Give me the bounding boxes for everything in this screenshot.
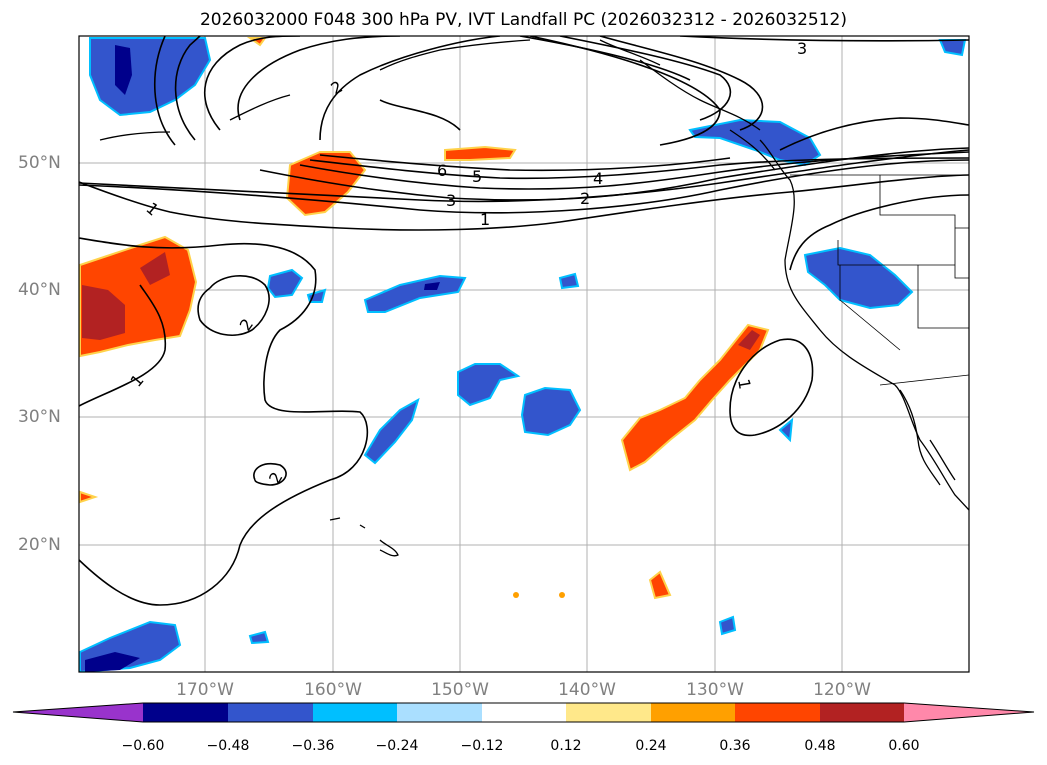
- contour-label: 1: [734, 377, 754, 390]
- colorbar-bin: [651, 703, 735, 722]
- contour-label: 1: [480, 210, 490, 229]
- lon-label: 140°W: [558, 680, 616, 700]
- colorbar-tick: 0.36: [719, 738, 751, 754]
- contour-label: 3: [797, 39, 807, 58]
- lat-label: 20°N: [18, 535, 61, 555]
- colorbar-bin: [566, 703, 651, 722]
- colorbar-bin: [735, 703, 820, 722]
- colorbar-extend-high: [904, 703, 1034, 722]
- contour-label: 3: [446, 191, 456, 210]
- colorbar-tick: −0.12: [460, 738, 504, 754]
- colorbar-bin: [143, 703, 228, 722]
- colorbar-bin: [482, 703, 566, 722]
- lat-label: 50°N: [18, 153, 61, 173]
- contour-label: 2: [236, 315, 257, 334]
- jet-contour-lines: [79, 36, 969, 606]
- colorbar-tick: −0.48: [206, 738, 250, 754]
- colorbar-extend-low: [13, 703, 143, 722]
- lon-label: 160°W: [304, 680, 362, 700]
- lon-label: 150°W: [431, 680, 489, 700]
- contour-label: 6: [437, 161, 447, 180]
- contour-label: 5: [472, 167, 482, 186]
- map-frame: [78, 35, 970, 673]
- lon-label: 120°W: [813, 680, 871, 700]
- lon-label: 130°W: [686, 680, 744, 700]
- colorbar-tick: 0.60: [888, 738, 920, 754]
- negative-pv-areas: [79, 37, 967, 672]
- colorbar-tick: −0.24: [375, 738, 419, 754]
- gridlines: [79, 36, 969, 672]
- colorbar-bin: [820, 703, 904, 722]
- lat-label: 30°N: [18, 407, 61, 427]
- lat-label: 40°N: [18, 280, 61, 300]
- contour-label: 2: [580, 189, 590, 208]
- colorbar: [12, 702, 1035, 723]
- colorbar-tick: 0.24: [635, 738, 667, 754]
- colorbar-bin: [397, 703, 482, 722]
- coastlines: [99, 39, 969, 557]
- map-title: 2026032000 F048 300 hPa PV, IVT Landfall…: [199, 10, 847, 30]
- colorbar-tick: 0.12: [550, 738, 582, 754]
- colorbar-tick: 0.48: [804, 738, 836, 754]
- contour-label: 4: [593, 169, 603, 188]
- lon-label: 170°W: [176, 680, 234, 700]
- political-borders: [790, 174, 969, 386]
- colorbar-tick: −0.36: [291, 738, 335, 754]
- colorbar-bin: [313, 703, 397, 722]
- colorbar-tick: −0.60: [121, 738, 165, 754]
- contour-labels: 1 1 1 1 2 2 2 2 3 3 4 5 6: [127, 39, 808, 487]
- colorbar-bin: [228, 703, 313, 722]
